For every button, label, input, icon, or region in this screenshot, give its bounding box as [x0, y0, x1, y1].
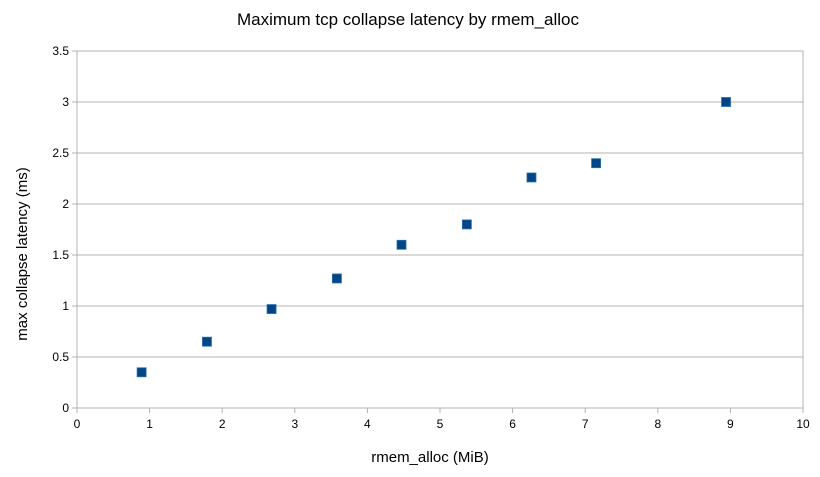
data-point — [136, 367, 147, 378]
x-tick-label: 7 — [582, 417, 589, 431]
plot-area-frame — [76, 50, 804, 409]
x-tick-label: 0 — [74, 417, 81, 431]
y-axis-ticks: 0 0.5 1 1.5 2 2.5 3 3.5 — [52, 44, 77, 415]
x-tick-label: 1 — [146, 417, 153, 431]
y-tick-label: 3 — [62, 95, 69, 109]
chart-title: Maximum tcp collapse latency by rmem_all… — [237, 10, 580, 29]
data-point — [202, 336, 212, 347]
y-tick-label: 1 — [62, 299, 69, 313]
x-tick-label: 8 — [654, 417, 661, 431]
x-tick-label: 2 — [219, 417, 226, 431]
x-tick-label: 10 — [796, 417, 810, 431]
x-tick-label: 6 — [509, 417, 516, 431]
y-axis-label: max collapse latency (ms) — [14, 167, 31, 340]
grid — [77, 50, 803, 409]
x-axis-ticks: 0 1 2 3 4 5 6 7 8 9 10 — [74, 408, 810, 431]
data-point — [396, 239, 407, 250]
data-point — [461, 219, 472, 230]
y-tick-label: 2.5 — [52, 146, 69, 160]
y-tick-label: 3.5 — [52, 44, 69, 58]
data-point — [332, 273, 342, 284]
data-point — [526, 172, 537, 183]
x-tick-label: 9 — [727, 417, 734, 431]
data-point — [721, 97, 731, 107]
data-points — [136, 97, 731, 378]
x-tick-label: 4 — [364, 417, 371, 431]
y-tick-label: 0 — [62, 401, 69, 415]
x-tick-label: 3 — [291, 417, 298, 431]
y-tick-label: 1.5 — [52, 248, 69, 262]
data-point — [266, 304, 277, 314]
x-tick-label: 5 — [437, 417, 444, 431]
data-point — [591, 158, 601, 169]
y-tick-label: 2 — [62, 197, 69, 211]
y-tick-label: 0.5 — [52, 350, 69, 364]
x-axis-label: rmem_alloc (MiB) — [371, 449, 489, 466]
